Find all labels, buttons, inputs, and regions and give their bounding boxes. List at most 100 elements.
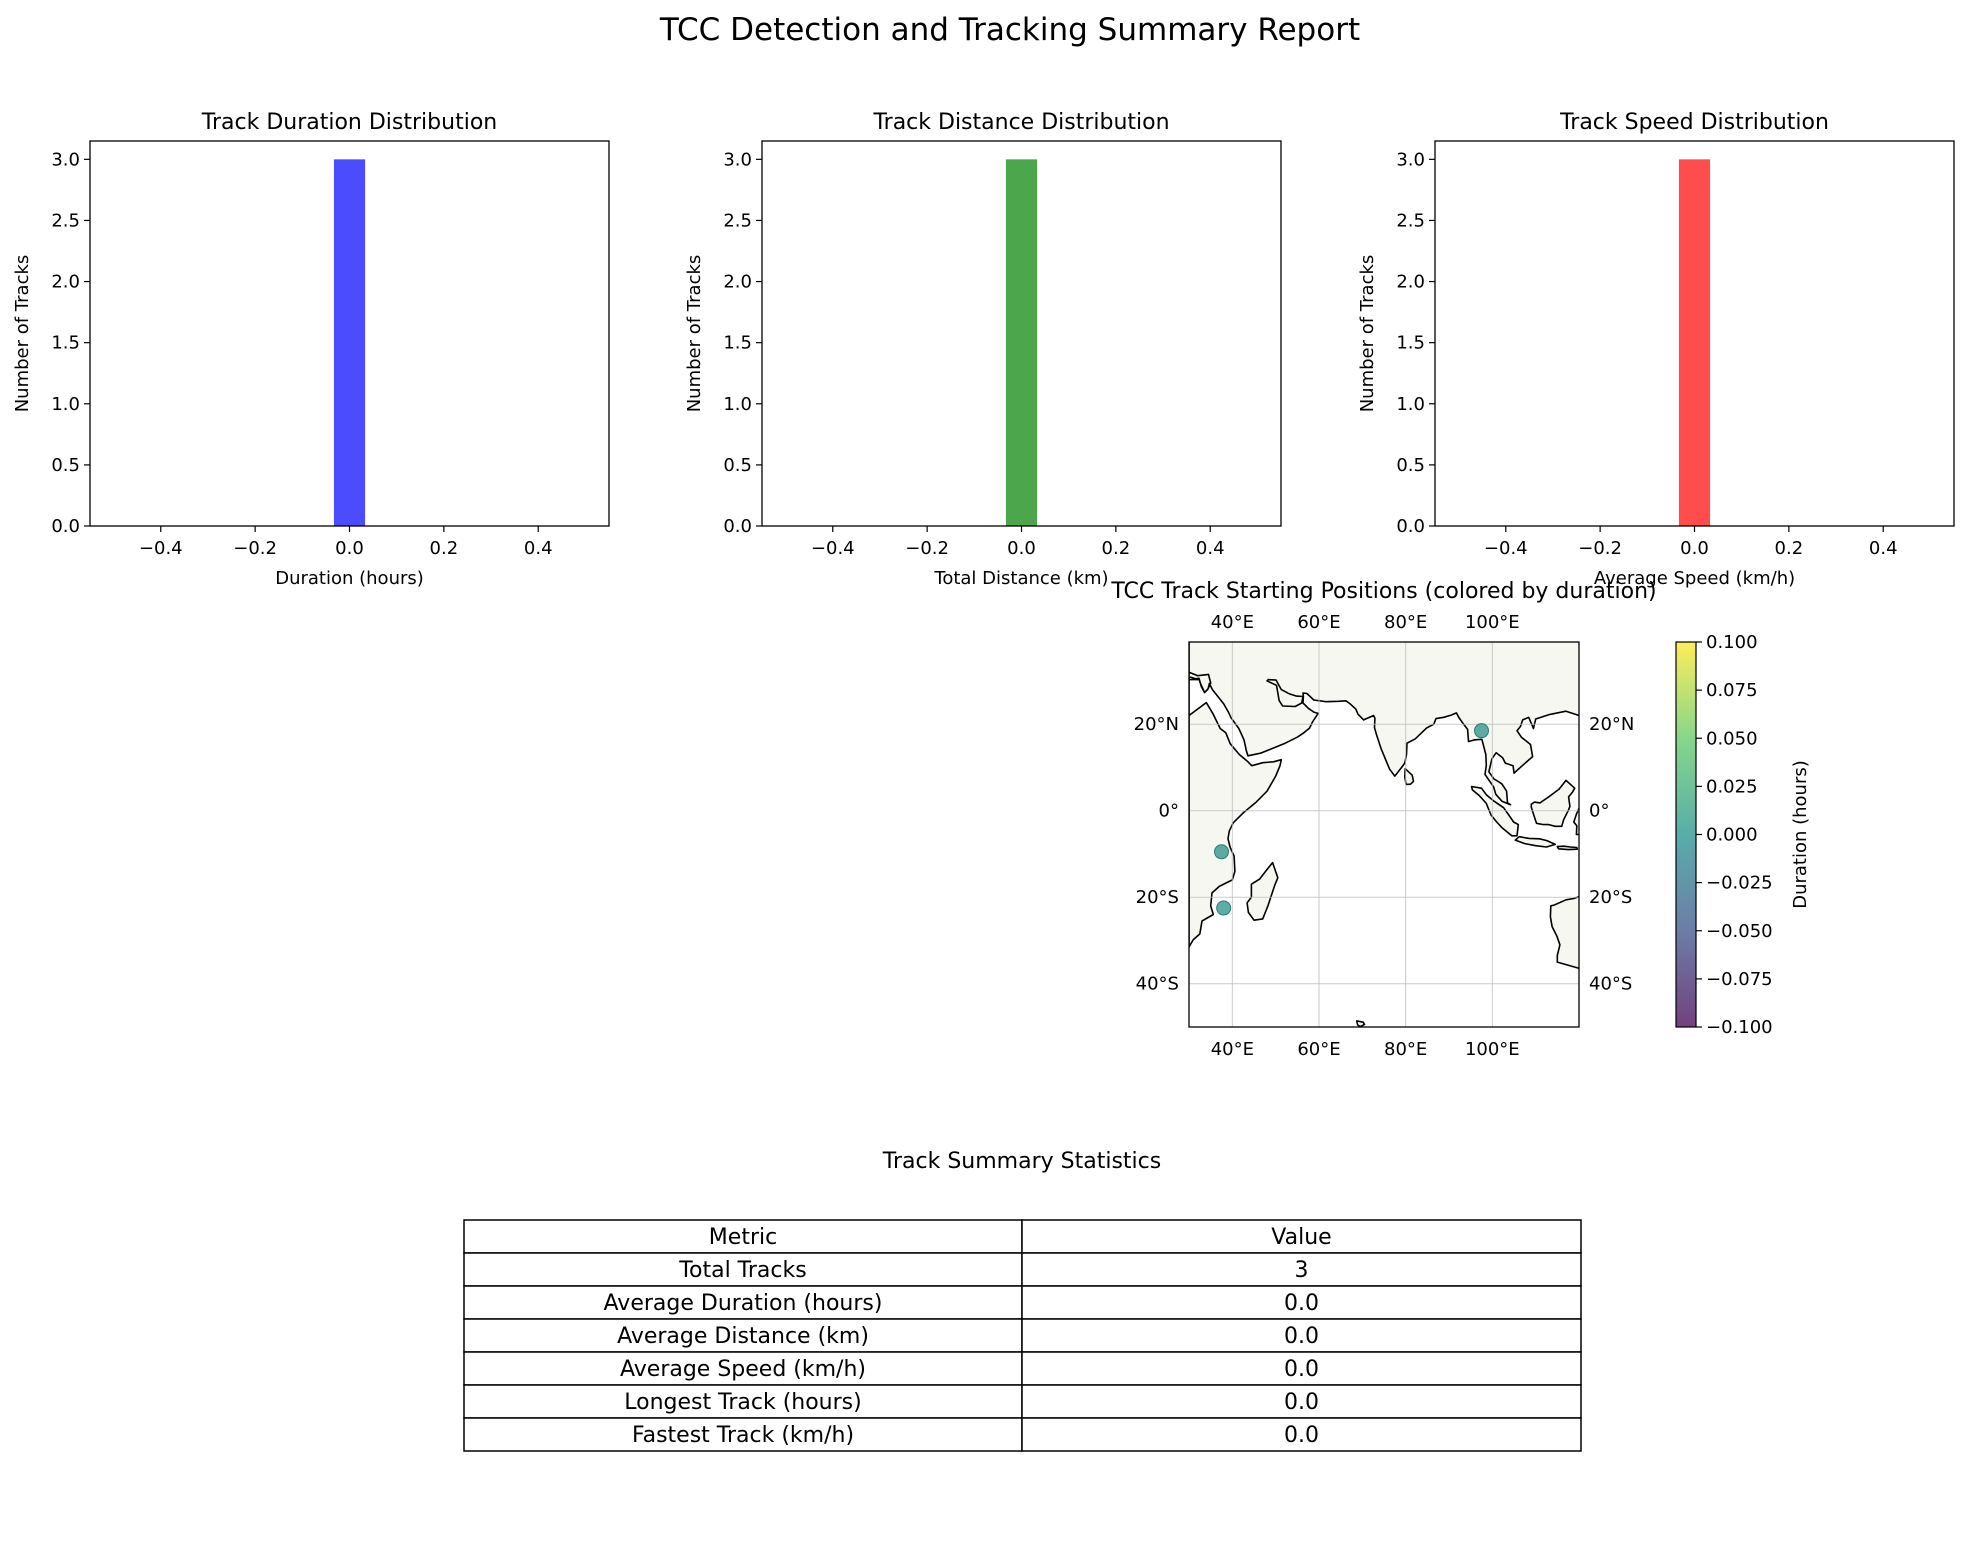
x-tick-label: 0.2 — [430, 538, 459, 559]
y-tick-label: 1.0 — [1396, 394, 1425, 415]
asia-africa-landmass — [1189, 642, 1579, 948]
histogram-bar — [1005, 159, 1038, 527]
colorbar-tick-label: −0.025 — [1706, 873, 1773, 894]
map-frame — [1188, 641, 1580, 1028]
y-axis-label: Number of Tracks — [1357, 255, 1378, 413]
table-cell — [463, 1417, 1023, 1452]
table-value: 0.0 — [1284, 1291, 1319, 1316]
table-metric: Longest Track (hours) — [624, 1390, 861, 1415]
table-header-metric: Metric — [709, 1225, 777, 1250]
x-tick-label: −0.2 — [905, 538, 949, 559]
x-tick-label: 0.4 — [524, 538, 553, 559]
y-tick-label: 3.0 — [51, 149, 80, 170]
y-tick-label: 2.5 — [51, 210, 80, 231]
chart-title: Track Speed Distribution — [1559, 110, 1829, 135]
y-tick-label: 3.0 — [723, 149, 752, 170]
colorbar-tick-label: 0.000 — [1706, 825, 1758, 846]
java — [1514, 835, 1556, 848]
lon-label-top: 60°E — [1297, 612, 1340, 633]
distance-histogram: −0.4 −0.2 0.0 0.2 0.4 0.0 0.5 1.0 1.5 2.0 2.5 3.0 Tr… — [684, 110, 1282, 589]
table-cell — [1021, 1384, 1582, 1419]
y-tick-label: 0.5 — [51, 455, 80, 476]
histogram-bar — [1678, 159, 1711, 527]
y-axis-label: Number of Tracks — [684, 255, 705, 413]
table-metric: Average Speed (km/h) — [620, 1357, 866, 1382]
table-value: 0.0 — [1284, 1357, 1319, 1382]
y-tick-label: 2.0 — [723, 272, 752, 293]
x-axis-label: Total Distance (km) — [933, 568, 1108, 589]
y-tick-label: 1.5 — [51, 333, 80, 354]
table-header-cell — [463, 1219, 1023, 1254]
lat-label-left: 0° — [1159, 801, 1179, 822]
lon-label-bottom: 60°E — [1297, 1039, 1340, 1060]
table-value: 0.0 — [1284, 1390, 1319, 1415]
lat-label-right: 20°S — [1589, 887, 1632, 908]
sri-lanka — [1404, 767, 1415, 786]
table-value: 0.0 — [1284, 1423, 1319, 1448]
lon-label-bottom: 80°E — [1384, 1039, 1427, 1060]
colorbar-tick-label: 0.050 — [1706, 728, 1758, 749]
x-axis-label: Duration (hours) — [275, 568, 424, 589]
table-cell — [463, 1351, 1023, 1386]
y-tick-label: 1.0 — [51, 394, 80, 415]
table-metric: Total Tracks — [678, 1258, 806, 1283]
lat-label-left: 20°S — [1136, 887, 1179, 908]
y-tick-label: 1.0 — [723, 394, 752, 415]
y-tick-label: 2.0 — [51, 272, 80, 293]
summary-table: Track Summary Statistics Metric Value Total… — [463, 1149, 1582, 1452]
table-header-value: Value — [1271, 1225, 1331, 1250]
y-tick-label: 2.0 — [1396, 272, 1425, 293]
chart-title: Track Distance Distribution — [872, 110, 1169, 135]
map-gridlines — [1189, 642, 1579, 1027]
lon-label-top: 80°E — [1384, 612, 1427, 633]
sulawesi — [1573, 807, 1579, 836]
y-tick-label: 1.5 — [1396, 333, 1425, 354]
x-tick-label: 0.0 — [1007, 538, 1036, 559]
kerguelen-island — [1355, 1020, 1366, 1027]
y-tick-label: 0.0 — [51, 516, 80, 537]
track-start-point — [1214, 844, 1229, 860]
y-tick-label: 0.0 — [723, 516, 752, 537]
y-tick-label: 0.5 — [1396, 455, 1425, 476]
y-tick-label: 2.5 — [723, 210, 752, 231]
x-tick-label: 0.4 — [1196, 538, 1225, 559]
colorbar-tick-label: −0.075 — [1706, 969, 1773, 990]
x-tick-label: 0.0 — [1680, 538, 1709, 559]
colorbar-tick-label: 0.025 — [1706, 776, 1758, 797]
speed-histogram: −0.4 −0.2 0.0 0.2 0.4 0.0 0.5 1.0 1.5 2.0 2.5 3.0 Tr… — [1357, 110, 1955, 589]
colorbar-fill — [1676, 642, 1696, 1027]
y-tick-label: 3.0 — [1396, 149, 1425, 170]
table-cell — [1021, 1417, 1582, 1452]
histogram-bar — [333, 159, 366, 527]
duration-colorbar: 0.100 0.075 0.050 0.025 0.000 −0.025 −0.050 −0.… — [1675, 632, 1811, 1038]
lat-label-left: 20°N — [1134, 714, 1179, 735]
table-cell — [1021, 1252, 1582, 1287]
duration-histogram: −0.4 −0.2 0.0 0.2 0.4 0.0 0.5 1.0 1.5 2.0 2.5 3.0 Tr… — [12, 110, 610, 589]
x-tick-label: 0.2 — [1102, 538, 1131, 559]
y-tick-label: 0.0 — [1396, 516, 1425, 537]
lat-label-left: 40°S — [1136, 974, 1179, 995]
track-start-point — [1474, 723, 1489, 739]
lesser-sunda-islands — [1556, 845, 1579, 851]
chart-title: Track Duration Distribution — [201, 110, 497, 135]
colorbar-tick-label: 0.075 — [1706, 680, 1758, 701]
lon-label-top: 100°E — [1465, 612, 1520, 633]
x-tick-label: 0.4 — [1869, 538, 1898, 559]
x-tick-label: −0.2 — [233, 538, 277, 559]
x-tick-label: −0.4 — [139, 538, 183, 559]
x-tick-label: −0.4 — [1484, 538, 1528, 559]
x-tick-label: −0.4 — [811, 538, 855, 559]
lat-label-right: 20°N — [1589, 714, 1634, 735]
table-metric: Average Distance (km) — [617, 1324, 869, 1349]
x-tick-label: 0.0 — [335, 538, 364, 559]
table-cell — [463, 1384, 1023, 1419]
table-value: 3 — [1295, 1258, 1309, 1283]
x-tick-label: 0.2 — [1775, 538, 1804, 559]
lat-label-right: 40°S — [1589, 974, 1632, 995]
table-title: Track Summary Statistics — [882, 1149, 1161, 1174]
y-tick-label: 1.5 — [723, 333, 752, 354]
x-axis-label: Average Speed (km/h) — [1594, 568, 1795, 589]
y-tick-label: 0.5 — [723, 455, 752, 476]
table-header-cell — [1021, 1219, 1582, 1254]
